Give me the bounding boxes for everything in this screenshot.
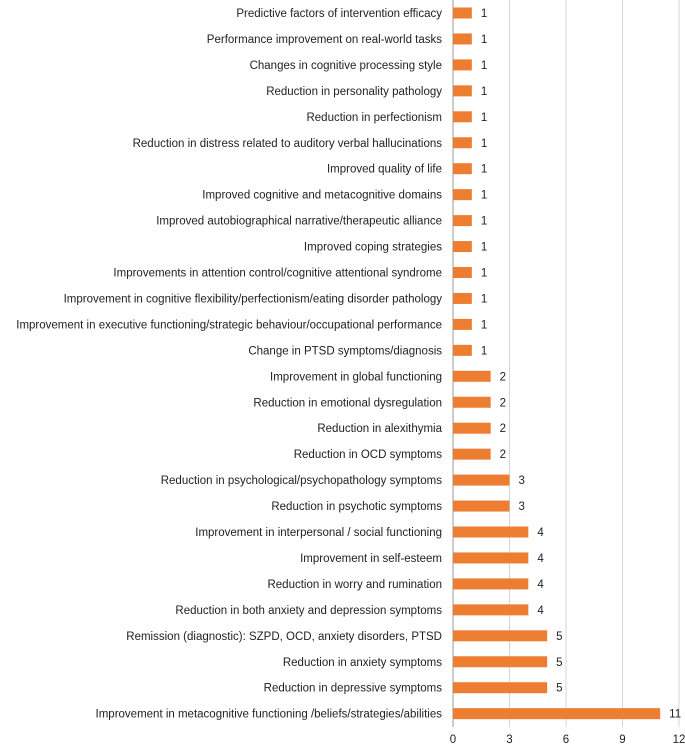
- category-label: Remission (diagnostic): SZPD, OCD, anxie…: [126, 631, 442, 643]
- bar: [453, 682, 548, 694]
- data-label: 5: [556, 631, 562, 643]
- category-label: Improvement in self-esteem: [300, 553, 442, 565]
- data-label: 5: [556, 683, 562, 695]
- category-label: Predictive factors of intervention effic…: [236, 8, 442, 20]
- category-label: Improvement in interpersonal / social fu…: [195, 527, 442, 539]
- data-label: 1: [481, 8, 487, 20]
- data-label: 5: [556, 657, 562, 669]
- x-tick-label: 9: [619, 734, 625, 745]
- data-label: 1: [481, 138, 487, 150]
- data-label: 1: [481, 164, 487, 176]
- bar: [453, 526, 529, 538]
- data-label: 2: [500, 397, 506, 409]
- bar: [453, 111, 472, 123]
- data-label: 1: [481, 60, 487, 72]
- category-label: Improved quality of life: [327, 164, 442, 176]
- category-label: Reduction in distress related to auditor…: [133, 138, 443, 150]
- x-tick-label: 3: [506, 734, 512, 745]
- category-label: Reduction in worry and rumination: [267, 579, 442, 591]
- category-label: Performance improvement on real-world ta…: [207, 34, 442, 46]
- data-label: 1: [481, 268, 487, 280]
- x-tick-label: 12: [673, 734, 685, 745]
- bar: [453, 163, 472, 175]
- data-label: 3: [519, 475, 525, 487]
- bar: [453, 656, 548, 668]
- bar: [453, 578, 529, 590]
- data-label: 4: [537, 527, 544, 539]
- bar: [453, 137, 472, 149]
- category-label: Improvement in cognitive flexibility/per…: [64, 293, 443, 305]
- bar: [453, 189, 472, 201]
- bar: [453, 448, 491, 460]
- category-label: Changes in cognitive processing style: [250, 60, 442, 72]
- data-label: 3: [519, 501, 525, 513]
- bar: [453, 344, 472, 356]
- category-label: Reduction in psychological/psychopatholo…: [161, 475, 443, 487]
- bar: [453, 370, 491, 382]
- category-label: Improvement in global functioning: [270, 371, 442, 383]
- category-label: Improved autobiographical narrative/ther…: [156, 216, 442, 228]
- category-label: Improved cognitive and metacognitive dom…: [202, 190, 442, 202]
- bar: [453, 215, 472, 227]
- bar: [453, 7, 472, 19]
- data-label: 2: [500, 449, 506, 461]
- bars: [453, 7, 661, 720]
- bar: [453, 474, 510, 486]
- data-label: 4: [537, 579, 544, 591]
- category-labels: Predictive factors of intervention effic…: [16, 8, 442, 721]
- data-label: 4: [537, 553, 544, 565]
- category-label: Reduction in both anxiety and depression…: [175, 605, 442, 617]
- category-label: Reduction in OCD symptoms: [294, 449, 443, 461]
- bar: [453, 267, 472, 278]
- data-label: 1: [481, 86, 487, 98]
- data-label: 1: [481, 345, 487, 357]
- category-label: Improved coping strategies: [304, 242, 442, 254]
- category-label: Reduction in emotional dysregulation: [253, 397, 442, 409]
- x-tick-labels: 0 3 6 9 12: [450, 734, 685, 745]
- data-label: 1: [481, 242, 487, 254]
- data-label: 1: [481, 319, 487, 331]
- bar: [453, 422, 491, 434]
- category-label: Reduction in perfectionism: [306, 112, 442, 124]
- category-label: Reduction in depressive symptoms: [264, 683, 443, 695]
- bar: [453, 604, 529, 616]
- data-label: 1: [481, 190, 487, 202]
- bar: [453, 318, 472, 330]
- data-label: 4: [537, 605, 544, 617]
- bar: [453, 85, 472, 97]
- bar: [453, 630, 548, 642]
- bar: [453, 59, 472, 71]
- category-label: Reduction in anxiety symptoms: [283, 657, 442, 669]
- data-label: 11: [669, 709, 681, 721]
- bar: [453, 500, 510, 512]
- category-label: Reduction in psychotic symptoms: [271, 501, 442, 513]
- bar: [453, 241, 472, 253]
- data-label: 1: [481, 112, 487, 124]
- category-label: Improvement in executive functioning/str…: [16, 319, 442, 331]
- bar: [453, 708, 661, 720]
- data-label: 1: [481, 293, 487, 305]
- category-label: Improvements in attention control/cognit…: [113, 268, 442, 280]
- bar: [453, 396, 491, 408]
- data-label: 1: [481, 34, 487, 46]
- category-label: Improvement in metacognitive functioning…: [96, 709, 443, 721]
- bar: [453, 552, 529, 564]
- data-label: 1: [481, 216, 487, 228]
- category-label: Reduction in alexithymia: [317, 423, 442, 435]
- data-label: 2: [500, 423, 506, 435]
- bar: [453, 33, 472, 45]
- gridlines: [509, 0, 680, 727]
- bar: [453, 292, 472, 304]
- x-tick-label: 0: [450, 734, 456, 745]
- category-label: Reduction in personality pathology: [266, 86, 442, 98]
- x-tick-label: 6: [563, 734, 569, 745]
- category-label: Change in PTSD symptoms/diagnosis: [248, 345, 442, 357]
- data-label: 2: [500, 371, 506, 383]
